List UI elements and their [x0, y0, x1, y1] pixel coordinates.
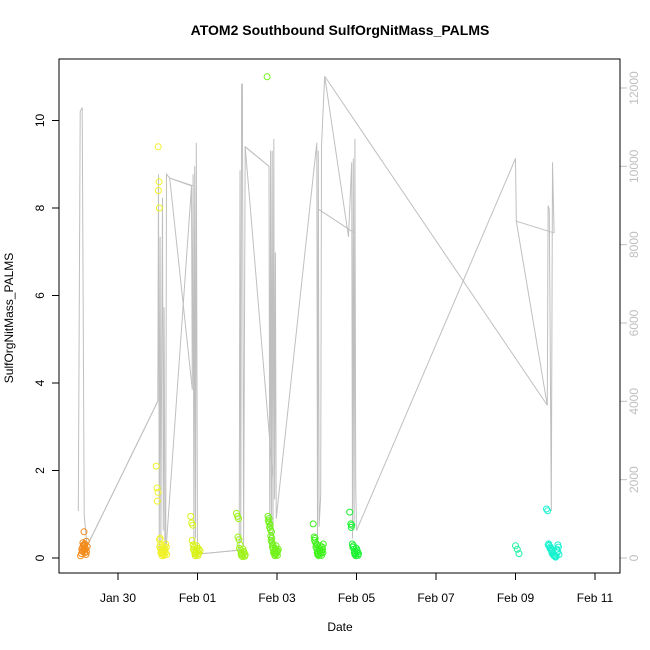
data-point: [79, 539, 87, 547]
data-point: [347, 520, 355, 528]
data-point: [309, 520, 317, 528]
altitude-connector: [244, 146, 270, 167]
data-point: [189, 521, 197, 529]
altitude-connector: [169, 177, 194, 187]
data-point: [83, 543, 91, 551]
data-point: [81, 544, 89, 552]
altitude-connector: [324, 75, 548, 406]
altitude-trace-layer: [77, 75, 555, 555]
y2-tick-label: 12000: [627, 71, 641, 105]
x-tick-label: Feb 01: [179, 591, 217, 605]
y2-tick-label: 8000: [627, 231, 641, 258]
x-tick-label: Feb 09: [497, 591, 535, 605]
data-point: [188, 537, 196, 544]
data-point: [154, 187, 162, 194]
data-point: [319, 540, 327, 548]
y2-tick-label: 2000: [627, 466, 641, 493]
y-tick-label: 8: [33, 204, 47, 211]
data-points-layer: [77, 73, 563, 561]
altitude-trace: [77, 76, 555, 555]
data-point: [154, 143, 162, 151]
data-point: [554, 541, 562, 549]
data-point: [153, 484, 161, 492]
data-point: [263, 73, 271, 81]
y-axis-label: SulfOrgNitMass_PALMS: [2, 253, 16, 383]
data-point: [544, 507, 552, 515]
y-tick-label: 4: [33, 379, 47, 386]
data-point: [241, 552, 249, 560]
data-point: [354, 551, 362, 559]
data-point: [513, 545, 521, 553]
data-point: [318, 543, 326, 551]
altitude-connector: [165, 185, 193, 555]
altitude-connector: [86, 401, 159, 547]
altitude-connector: [318, 208, 355, 234]
data-point: [187, 512, 195, 520]
data-point: [195, 545, 203, 553]
data-point: [196, 547, 204, 555]
x-tick-label: Feb 03: [258, 591, 296, 605]
altitude-connector: [169, 178, 193, 390]
y-tick-label: 2: [33, 467, 47, 474]
data-point: [512, 542, 519, 550]
x-axis-label: Date: [327, 620, 353, 634]
data-point: [268, 528, 275, 536]
y2-tick-label: 6000: [627, 309, 641, 336]
data-point: [543, 505, 550, 513]
data-point: [347, 523, 355, 531]
data-point: [346, 508, 354, 516]
y-tick-label: 6: [33, 292, 47, 299]
chart-title: ATOM2 Southbound SulfOrgNitMass_PALMS: [191, 22, 490, 38]
data-point: [515, 550, 523, 558]
data-point: [155, 178, 163, 186]
data-point: [82, 537, 90, 545]
data-point: [83, 548, 90, 556]
data-point: [162, 543, 170, 551]
data-point: [80, 528, 88, 536]
altitude-connector: [244, 146, 274, 480]
data-point: [162, 540, 170, 548]
plot-frame: [58, 58, 621, 574]
data-point: [555, 551, 563, 558]
data-point: [235, 515, 242, 523]
altitude-connector: [516, 220, 555, 234]
y2-tick-label: 10000: [627, 149, 641, 183]
y2-tick-label: 0: [627, 554, 641, 561]
x-tick-label: Feb 11: [577, 591, 614, 605]
data-point: [354, 548, 361, 556]
y2-tick-label: 4000: [627, 388, 641, 415]
data-point: [154, 488, 162, 496]
data-point: [152, 462, 160, 470]
x-tick-label: Feb 05: [338, 591, 376, 605]
data-point: [155, 204, 163, 212]
x-tick-label: Jan 30: [100, 591, 136, 605]
y-tick-label: 10: [33, 114, 47, 128]
data-point: [156, 536, 164, 544]
altitude-connector: [197, 549, 240, 555]
x-tick-label: Feb 07: [417, 591, 455, 605]
data-point: [235, 536, 243, 544]
data-point: [163, 551, 171, 558]
data-point: [153, 497, 161, 505]
y-tick-label: 0: [33, 554, 47, 561]
data-point: [274, 547, 282, 555]
